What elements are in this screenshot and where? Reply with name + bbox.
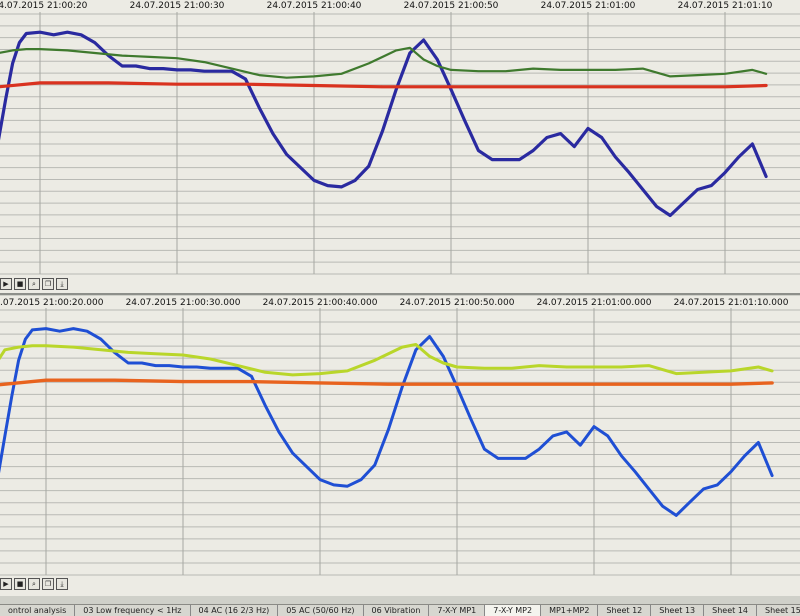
- sheet-tab[interactable]: 7-X-Y MP1: [429, 605, 486, 616]
- play-icon[interactable]: ▶: [0, 278, 12, 290]
- zoom-icon[interactable]: ⌕: [28, 578, 40, 590]
- sheet-tab[interactable]: 04 AC (16 2/3 Hz): [191, 605, 279, 616]
- series-line-1: [0, 327, 774, 517]
- x-tick-label: 24.07.2015 21:00:20.000: [0, 298, 104, 308]
- copy-icon[interactable]: ❐: [42, 578, 54, 590]
- x-tick-label: 24.07.2015 21:00:30.000: [125, 298, 241, 308]
- series-line-3: [0, 378, 774, 387]
- series-line-2: [0, 46, 768, 79]
- sheet-tab[interactable]: Sheet 12: [598, 605, 652, 616]
- export-icon[interactable]: ⤓: [56, 278, 68, 290]
- x-tick-label: 24.07.2015 21:01:00: [540, 1, 636, 11]
- chart-plot-top: [0, 12, 800, 275]
- sheet-tab[interactable]: 03 Low frequency < 1Hz: [75, 605, 191, 616]
- chart-panel-top: 24.07.2015 21:00:20 24.07.2015 21:00:30 24…: [0, 0, 800, 295]
- sheet-tab-bar: ontrol analysis 03 Low frequency < 1Hz 04 …: [0, 604, 800, 616]
- sheet-tab[interactable]: Sheet 14: [704, 605, 757, 616]
- sheet-tab[interactable]: 7-X-Y MP2: [485, 605, 542, 616]
- sheet-tab[interactable]: 05 AC (50/60 Hz): [278, 605, 364, 616]
- x-tick-label: 24.07.2015 21:01:10.000: [673, 298, 789, 308]
- series-line-2: [0, 343, 774, 377]
- series-line-1: [0, 30, 768, 218]
- x-tick-label: 24.07.2015 21:00:20: [0, 1, 88, 11]
- series-line-3: [0, 81, 768, 89]
- play-icon[interactable]: ▶: [0, 578, 12, 590]
- stop-icon[interactable]: ■: [14, 578, 26, 590]
- x-tick-label: 24.07.2015 21:00:40: [266, 1, 362, 11]
- x-tick-label: 24.07.2015 21:00:50: [403, 1, 499, 11]
- x-tick-label: 24.07.2015 21:00:30: [129, 1, 225, 11]
- export-icon[interactable]: ⤓: [56, 578, 68, 590]
- sheet-tab[interactable]: 06 Vibration: [364, 605, 430, 616]
- sheet-tab[interactable]: Sheet 15: [757, 605, 800, 616]
- zoom-icon[interactable]: ⌕: [28, 278, 40, 290]
- sheet-tab[interactable]: Sheet 13: [651, 605, 705, 616]
- x-tick-label: 24.07.2015 21:01:00.000: [536, 298, 652, 308]
- stop-icon[interactable]: ■: [14, 278, 26, 290]
- sheet-tab[interactable]: ontrol analysis: [0, 605, 76, 616]
- x-tick-label: 24.07.2015 21:01:10: [677, 1, 773, 11]
- x-tick-label: 24.07.2015 21:00:40.000: [262, 298, 378, 308]
- sheet-tab[interactable]: MP1+MP2: [541, 605, 599, 616]
- chart-panel-bottom: 24.07.2015 21:00:20.000 24.07.2015 21:00:…: [0, 296, 800, 596]
- chart-toolbar-top: ▶ ■ ⌕ ❐ ⤓: [0, 278, 68, 290]
- x-tick-label: 24.07.2015 21:00:50.000: [399, 298, 515, 308]
- chart-toolbar-bottom: ▶ ■ ⌕ ❐ ⤓: [0, 578, 68, 590]
- chart-plot-bottom: [0, 308, 800, 576]
- copy-icon[interactable]: ❐: [42, 278, 54, 290]
